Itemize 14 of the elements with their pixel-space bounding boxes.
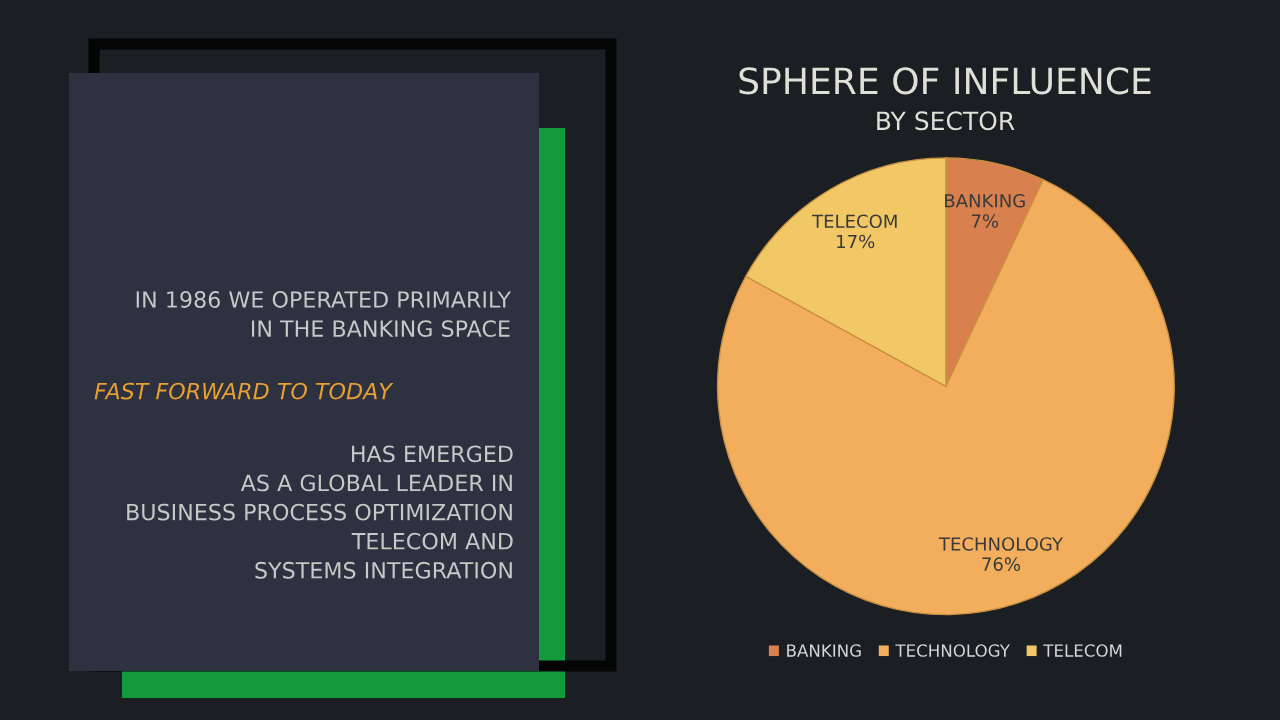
text: HAS EMERGED AS A GLOBAL LEADER IN BUSINESS PROCESS OPTIMIZATION TELECOM AND SYSTEMS INTEGRATION <box>127 445 513 579</box>
data-label: 76% <box>982 557 1021 572</box>
slice-label: TELECOM <box>812 214 897 229</box>
data-label: 7% <box>971 214 999 228</box>
text: IN 1986 WE OPERATED PRIMARILY IN THE BANKING SPACE <box>136 291 512 337</box>
chart-subtitle: BY SECTOR <box>877 111 1015 131</box>
legend-label: TECHNOLOGY <box>895 644 1010 657</box>
text: FAST FORWARD TO TODAY <box>94 382 394 400</box>
chart-title: SPHERE OF INFLUENCE <box>739 67 1151 95</box>
slice-label: TECHNOLOGY <box>938 537 1064 551</box>
data-label: 17% <box>837 234 875 249</box>
legend-label: BANKING <box>787 644 861 657</box>
legend-label: TELECOM <box>1043 644 1122 657</box>
slice-label: BANKING <box>945 193 1025 208</box>
